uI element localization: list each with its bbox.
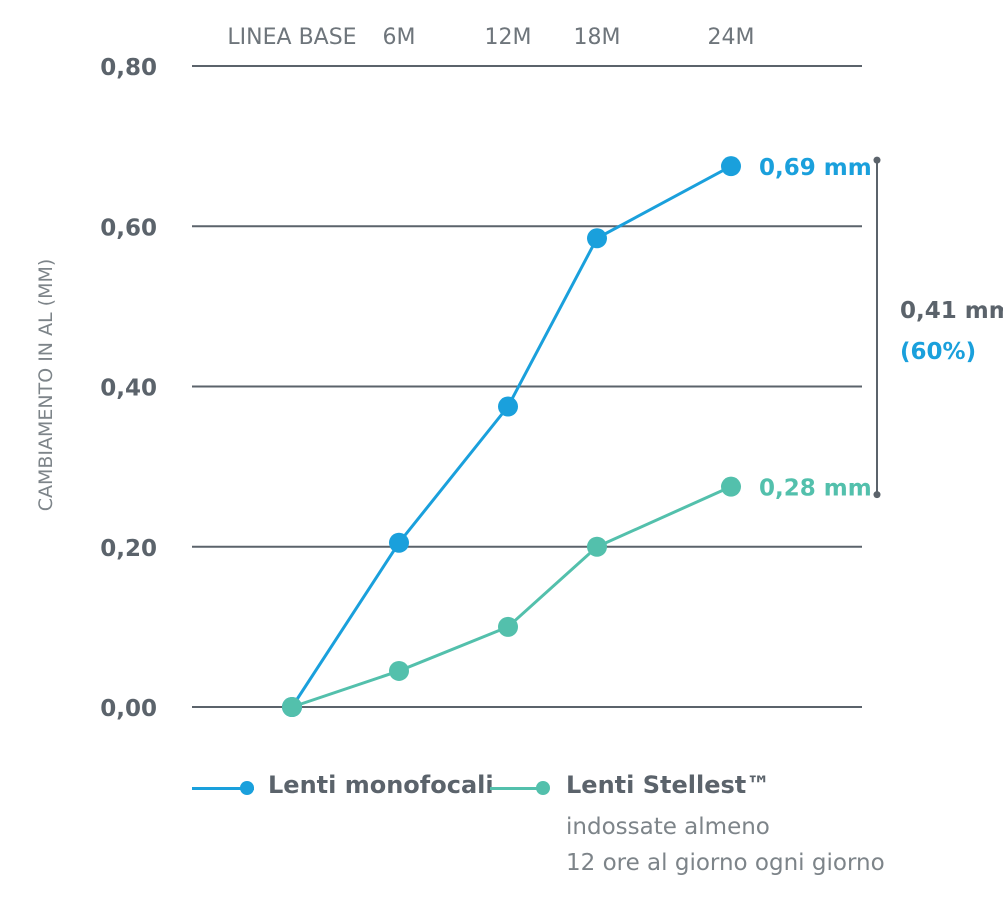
series-monofocal-point [587, 228, 607, 249]
line-chart: 0,00 0,20 0,40 0,60 0,80 LINEA BASE 6M 12M 18M 2… [35, 25, 1003, 722]
legend-label-stellest: Lenti Stellest™ [566, 771, 771, 799]
legend-description-line-1: indossate almeno [566, 814, 770, 840]
x-tick-label: 24M [708, 25, 755, 50]
y-axis-ticks: 0,00 0,20 0,40 0,60 0,80 [100, 55, 157, 722]
legend-label-monofocal: Lenti monofocali [268, 771, 494, 799]
y-axis-label: CAMBIAMENTO IN AL (MM) [35, 259, 57, 512]
series-stellest-point [282, 697, 302, 717]
legend-line-monofocal [192, 787, 254, 790]
legend-description-line-2: 12 ore al giorno ogni giorno [566, 850, 885, 876]
series-stellest-end-label: 0,28 mm [759, 476, 872, 502]
legend-dot-stellest [536, 781, 550, 795]
x-tick-label: 6M [383, 25, 416, 50]
series-monofocal-end-label: 0,69 mm [759, 155, 872, 181]
difference-percent: (60%) [900, 339, 976, 365]
grid-layer [192, 65, 862, 708]
x-tick-label: 12M [485, 25, 532, 50]
difference-bracket-top-dot [873, 156, 881, 164]
series-layer: 0,69 mm 0,28 mm [282, 155, 872, 717]
series-stellest-line [291, 485, 732, 709]
difference-bracket-bottom-dot [873, 491, 881, 499]
x-tick-label: LINEA BASE [227, 25, 356, 50]
series-stellest-point [498, 616, 518, 637]
series-monofocal-point [389, 532, 409, 553]
y-tick-label: 0,40 [100, 376, 157, 402]
y-tick-label: 0,20 [100, 536, 157, 562]
y-tick-label: 0,60 [100, 215, 157, 241]
difference-annotation: 0,41 mm (60%) [873, 156, 1003, 499]
series-monofocal: 0,69 mm [282, 155, 872, 717]
series-monofocal-point [721, 156, 741, 177]
y-tick-label: 0,80 [100, 55, 157, 81]
legend-dot-monofocal [240, 781, 254, 795]
legend-line-stellest [490, 787, 548, 790]
series-stellest-point [721, 476, 741, 497]
series-stellest: 0,28 mm [282, 476, 872, 717]
series-stellest-point [389, 660, 409, 681]
difference-value: 0,41 mm [900, 298, 1003, 324]
x-tick-label: 18M [574, 25, 621, 50]
x-axis-ticks: LINEA BASE 6M 12M 18M 24M [227, 25, 754, 50]
y-tick-label: 0,00 [100, 696, 157, 722]
series-stellest-point [587, 536, 607, 557]
series-monofocal-point [498, 396, 518, 417]
